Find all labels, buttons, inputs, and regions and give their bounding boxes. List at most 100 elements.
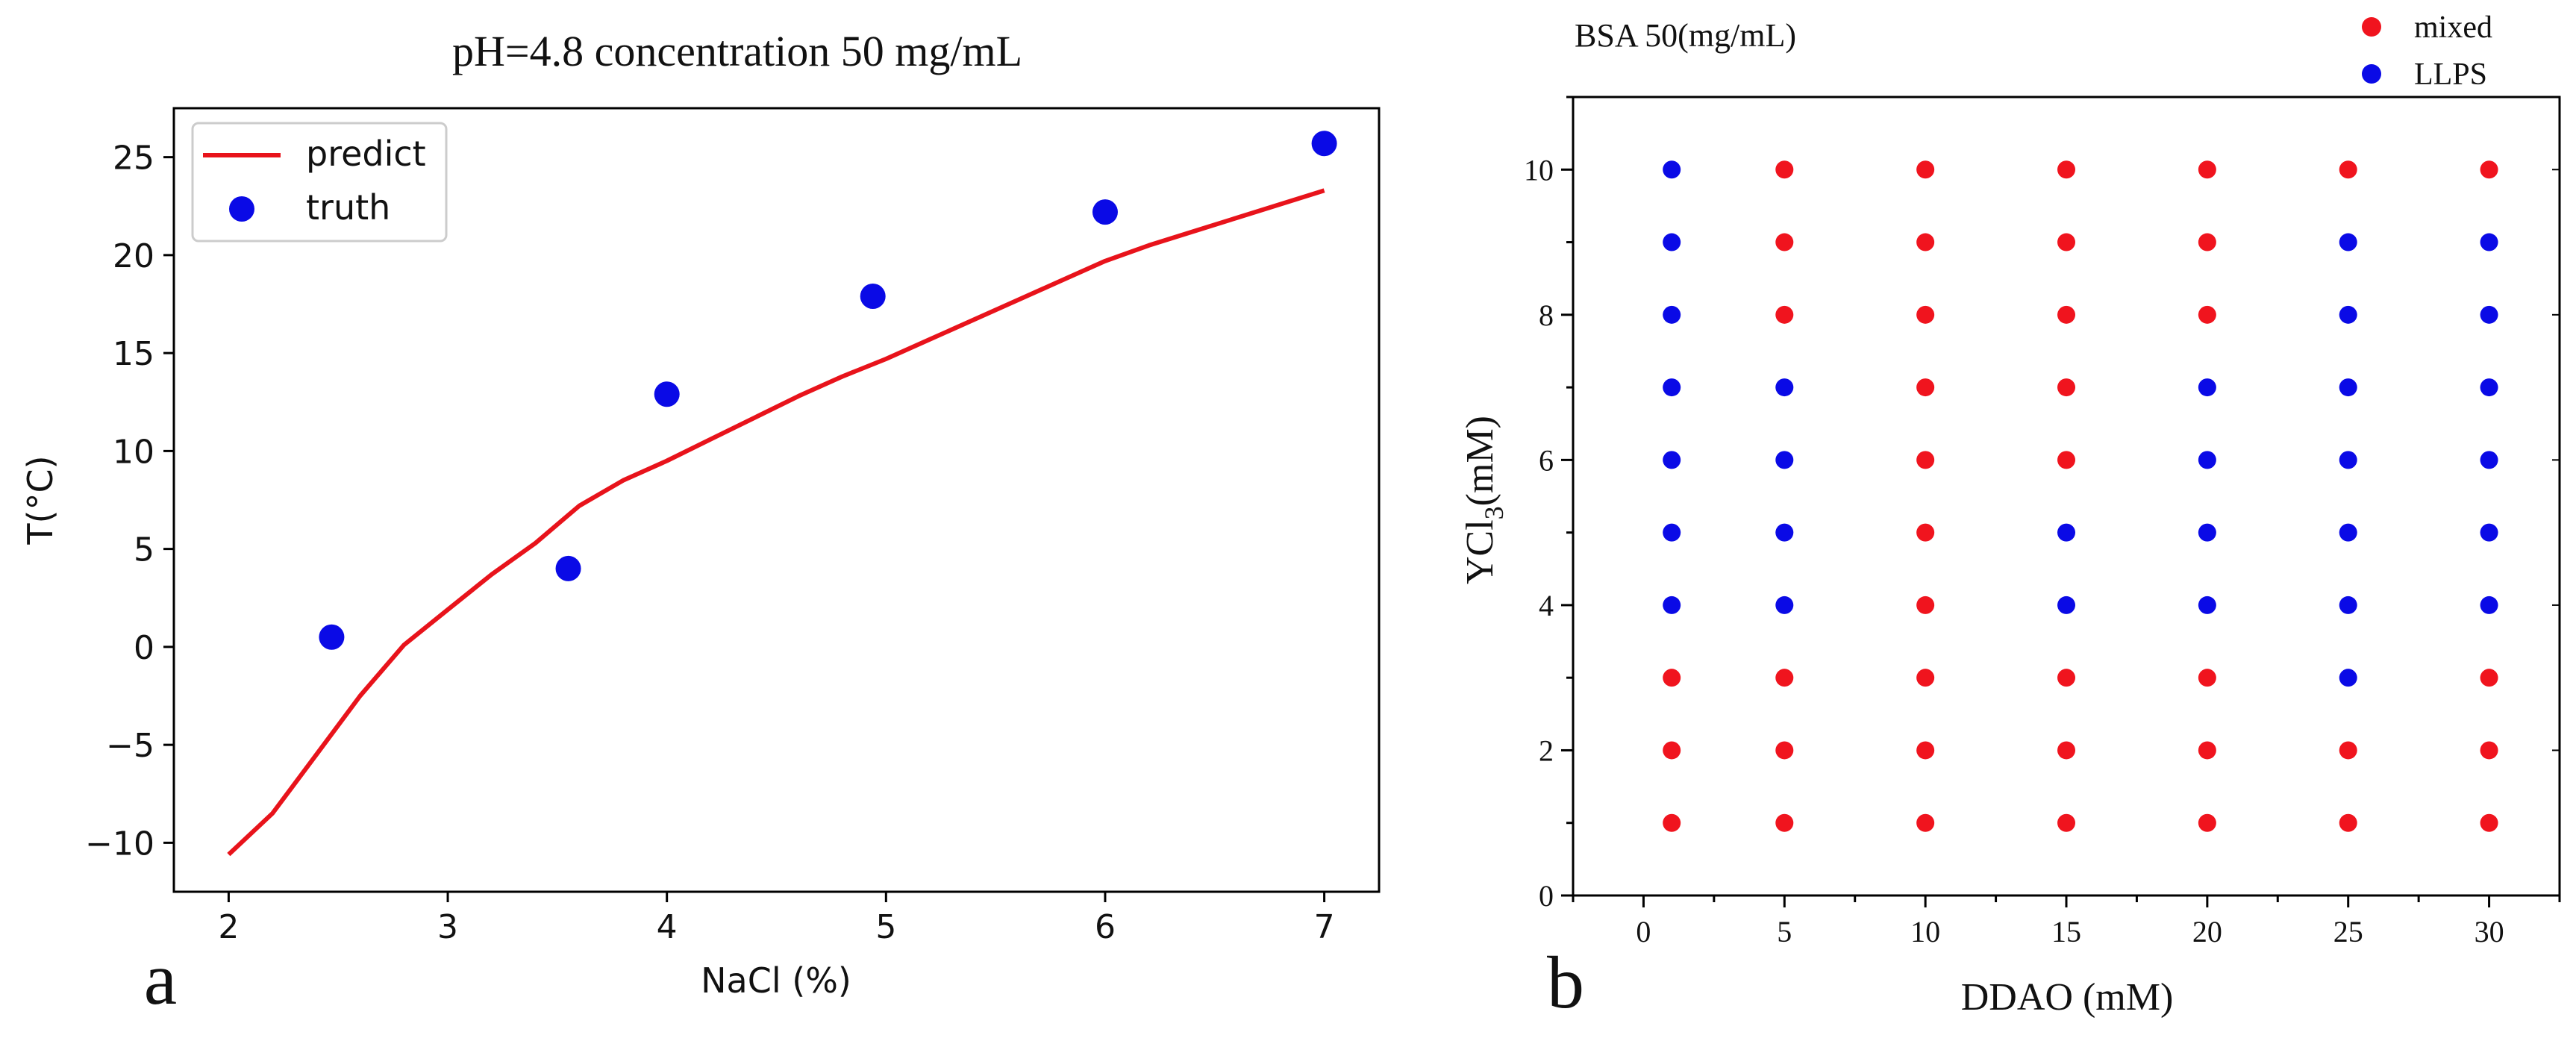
truth-point bbox=[860, 284, 886, 309]
mixed-point bbox=[2057, 741, 2075, 760]
y-tick-label: 4 bbox=[1539, 589, 1554, 622]
mixed-point bbox=[1775, 813, 1794, 832]
legend-truth-marker bbox=[229, 196, 254, 222]
panel-a-frame bbox=[172, 107, 1381, 893]
mixed-point bbox=[2339, 813, 2357, 832]
mixed-point bbox=[2198, 233, 2216, 251]
mixed-point bbox=[2057, 669, 2075, 687]
x-tick-label: 10 bbox=[1910, 915, 1940, 948]
panel-a-plot bbox=[227, 131, 1337, 857]
x-tick-label: 0 bbox=[1636, 915, 1651, 948]
panel-b-legend: mixed LLPS bbox=[2362, 10, 2492, 92]
mixed-point bbox=[2198, 813, 2216, 832]
legend-mixed-label: mixed bbox=[2414, 10, 2492, 45]
mixed-point bbox=[1916, 451, 1935, 469]
mixed-point bbox=[1775, 233, 1794, 251]
mixed-point bbox=[1916, 523, 1935, 542]
mixed-point bbox=[2057, 305, 2075, 324]
llps-point bbox=[1775, 451, 1794, 469]
ylabel-unit: (mM) bbox=[1459, 416, 1501, 506]
llps-point bbox=[2198, 523, 2216, 542]
llps-point bbox=[1663, 378, 1681, 397]
llps-point bbox=[2198, 595, 2216, 614]
y-tick-label: 0 bbox=[1539, 879, 1554, 913]
legend-mixed-marker bbox=[2362, 17, 2381, 37]
mixed-point bbox=[1775, 305, 1794, 324]
truth-point bbox=[555, 555, 581, 581]
legend-predict-label: predict bbox=[306, 134, 426, 174]
llps-point bbox=[2480, 378, 2498, 397]
llps-point bbox=[2480, 305, 2498, 324]
llps-point bbox=[2057, 523, 2075, 542]
x-tick-label: 30 bbox=[2475, 915, 2504, 948]
panel-b-frame bbox=[1572, 96, 2561, 897]
y-tick-label: 8 bbox=[1539, 298, 1554, 332]
ylabel-main: YCl bbox=[1459, 519, 1501, 584]
mixed-point bbox=[2198, 741, 2216, 760]
mixed-point bbox=[2480, 813, 2498, 832]
x-tick-label: 4 bbox=[657, 908, 678, 946]
llps-point bbox=[2339, 669, 2357, 687]
mixed-point bbox=[1916, 233, 1935, 251]
llps-point bbox=[2480, 523, 2498, 542]
mixed-point bbox=[1916, 378, 1935, 397]
legend-llps-label: LLPS bbox=[2414, 57, 2487, 92]
mixed-point bbox=[2057, 233, 2075, 251]
llps-point bbox=[2198, 378, 2216, 397]
llps-point bbox=[1663, 233, 1681, 251]
mixed-point bbox=[1916, 741, 1935, 760]
y-tick-label: 6 bbox=[1539, 443, 1554, 477]
truth-point bbox=[1311, 131, 1337, 157]
mixed-point bbox=[2057, 451, 2075, 469]
y-tick-label: −5 bbox=[106, 727, 154, 765]
llps-point bbox=[2339, 233, 2357, 251]
y-tick-label: 2 bbox=[1539, 734, 1554, 767]
truth-point bbox=[319, 624, 345, 650]
llps-point bbox=[1775, 595, 1794, 614]
y-tick-label: 10 bbox=[113, 433, 154, 471]
llps-point bbox=[2339, 305, 2357, 324]
mixed-point bbox=[1916, 305, 1935, 324]
legend-box bbox=[191, 122, 448, 243]
llps-point bbox=[1775, 523, 1794, 542]
llps-point bbox=[1663, 523, 1681, 542]
llps-point bbox=[2057, 595, 2075, 614]
llps-point bbox=[2339, 595, 2357, 614]
mixed-point bbox=[2339, 160, 2357, 179]
panel-a-legend: predict truth bbox=[191, 122, 448, 243]
llps-point bbox=[1663, 451, 1681, 469]
x-tick-label: 2 bbox=[218, 908, 239, 946]
panel-b-axes: 0 5 10 15 20 25 30 0 2 4 6 8 10 bbox=[1524, 96, 2561, 948]
panel-a-label: a bbox=[144, 937, 177, 1020]
legend-truth-label: truth bbox=[306, 187, 390, 228]
llps-point bbox=[1663, 160, 1681, 179]
mixed-point bbox=[1775, 669, 1794, 687]
panel-a-axes: 2 3 4 5 6 7 −10 −5 0 5 10 15 20 25 bbox=[85, 140, 1334, 946]
mixed-point bbox=[1775, 160, 1794, 179]
llps-point bbox=[2480, 451, 2498, 469]
panel-b-xlabel: DDAO (mM) bbox=[1961, 976, 2174, 1019]
mixed-point bbox=[1916, 595, 1935, 614]
mixed-point bbox=[1916, 160, 1935, 179]
mixed-point bbox=[2480, 669, 2498, 687]
llps-point bbox=[1663, 305, 1681, 324]
llps-point bbox=[2480, 233, 2498, 251]
x-tick-label: 6 bbox=[1095, 908, 1116, 946]
y-tick-label: 10 bbox=[1524, 153, 1554, 187]
mixed-point bbox=[2057, 160, 2075, 179]
y-tick-label: 5 bbox=[134, 531, 154, 569]
panel-b-ylabel: YCl3(mM) bbox=[1459, 416, 1509, 584]
panel-b-title: BSA 50(mg/mL) bbox=[1575, 17, 1796, 54]
ylabel-sub: 3 bbox=[1479, 506, 1509, 519]
llps-point bbox=[2339, 523, 2357, 542]
mixed-point bbox=[2057, 813, 2075, 832]
truth-point bbox=[654, 381, 680, 407]
y-tick-label: 25 bbox=[113, 140, 154, 178]
y-tick-label: 15 bbox=[113, 335, 154, 373]
x-tick-label: 15 bbox=[2051, 915, 2081, 948]
x-tick-label: 5 bbox=[875, 908, 896, 946]
panel-a-title: pH=4.8 concentration 50 mg/mL bbox=[452, 27, 1022, 75]
llps-point bbox=[1663, 595, 1681, 614]
mixed-point bbox=[2057, 378, 2075, 397]
